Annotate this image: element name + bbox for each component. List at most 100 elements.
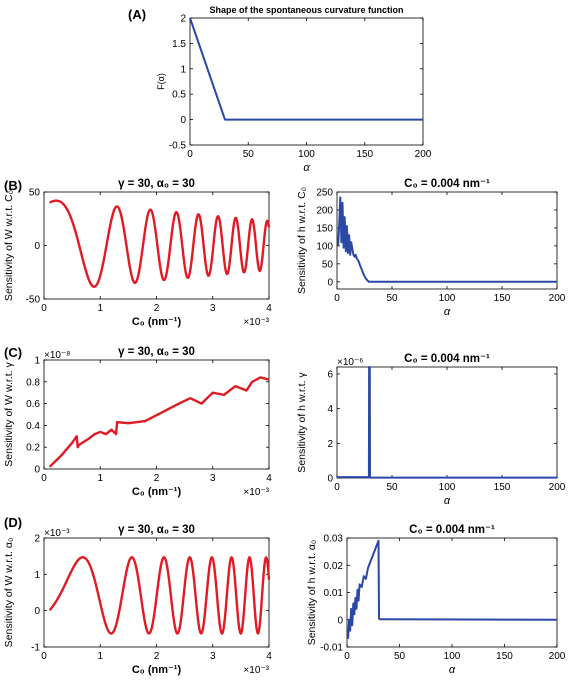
chart-c1: 0 1 2 3 4 0 0.2 0.4 0.6 0.8 1 γ = 30, α₀ = 30 C₀ (nm…: [3, 346, 272, 498]
y-tick-label: 0.01: [324, 588, 344, 599]
y-tick-label: 6: [327, 369, 333, 380]
x-tick-label: 3: [210, 303, 216, 314]
panel-label-b: (B): [4, 178, 22, 193]
x-tick-label: 100: [439, 482, 456, 493]
y-axis-label: Sensitivity of W w.r.t. γ: [3, 362, 15, 467]
y-tick-label: -1: [31, 643, 40, 654]
y-tick-label: 0.02: [324, 561, 344, 572]
series-line-red: [48, 376, 270, 468]
x-multiplier: ×10⁻³: [243, 487, 269, 498]
x-axis-label: α: [303, 162, 310, 174]
x-axis-label: α: [444, 306, 451, 318]
x-tick-label: 3: [210, 651, 216, 662]
y-tick-label: 150: [316, 223, 333, 234]
y-tick-label: 0.6: [26, 399, 40, 410]
chart-title: γ = 30, α₀ = 30: [118, 178, 195, 190]
x-tick-label: 2: [154, 303, 160, 314]
y-multiplier: ×10⁻⁸: [44, 350, 70, 361]
y-axis-label: Sensitivity of W w.r.t. C₀: [3, 190, 15, 301]
chart-title: C₀ = 0.004 nm⁻¹: [404, 353, 490, 365]
y-axis-label: Sensitivity of h w.r.t. α₀: [306, 540, 318, 646]
x-tick-label: 50: [386, 482, 398, 493]
x-tick-label: 200: [549, 651, 566, 662]
y-tick-label: 200: [316, 205, 333, 216]
series-line-blue: [337, 196, 557, 283]
x-tick-label: 0: [41, 651, 47, 662]
y-tick-label: -50: [26, 295, 41, 306]
x-tick-label: 2: [154, 473, 160, 484]
y-tick-label: 1: [34, 356, 40, 367]
y-tick-label: 0.2: [26, 443, 40, 454]
y-axis-label: Sensitivity of W w.r.t. α₀: [3, 538, 15, 648]
x-tick-label: 4: [266, 303, 272, 314]
x-tick-label: 50: [394, 651, 406, 662]
y-multiplier: ×10⁻⁶: [337, 357, 363, 368]
x-tick-label: 1: [97, 651, 103, 662]
series-line-blue: [337, 366, 557, 479]
x-multiplier: ×10⁻³: [243, 665, 269, 676]
y-tick-label: 2: [34, 534, 40, 545]
x-tick-label: 200: [549, 293, 566, 304]
series-line-red: [48, 556, 271, 635]
panel-label-d: (D): [4, 515, 22, 530]
x-tick-label: 150: [494, 482, 511, 493]
series-line-red: [49, 199, 271, 288]
x-tick-label: 100: [439, 293, 456, 304]
y-tick-label: 4: [327, 404, 333, 415]
y-tick-label: 0: [337, 615, 343, 626]
x-tick-label: 1: [97, 473, 103, 484]
panel-label-c: (C): [4, 345, 22, 360]
y-tick-label: 2: [327, 439, 333, 450]
y-tick-label: 0.03: [324, 534, 344, 545]
x-multiplier: ×10⁻³: [243, 317, 269, 328]
axes-frame: [336, 191, 558, 290]
chart-title: C₀ = 0.004 nm⁻¹: [409, 524, 495, 536]
chart-c2: 0 50 100 150 200 0 2 4 6 C₀ = 0.004 nm⁻¹ α Sensitiv…: [296, 353, 566, 507]
chart-b2: 0 50 100 150 200 0 50 100 150 200 250 C₀ = 0.004 nm…: [296, 178, 566, 318]
chart-title: Shape of the spontaneous curvature funct…: [209, 5, 403, 15]
x-tick-label: 4: [266, 651, 272, 662]
y-tick-label: 50: [29, 188, 41, 199]
x-tick-label: 2: [154, 651, 160, 662]
chart-title: C₀ = 0.004 nm⁻¹: [404, 178, 490, 190]
x-tick-label: 0: [334, 482, 340, 493]
x-axis-label: α: [449, 664, 456, 676]
x-axis-label: C₀ (nm⁻¹): [132, 486, 182, 498]
y-tick-label: 0.5: [172, 90, 186, 101]
y-tick-label: -0.5: [169, 141, 187, 152]
chart-title: γ = 30, α₀ = 30: [118, 346, 195, 358]
x-tick-label: 200: [549, 482, 566, 493]
y-tick-label: 0: [34, 241, 40, 252]
y-tick-label: -0.01: [320, 643, 343, 654]
x-tick-label: 50: [386, 293, 398, 304]
y-tick-label: 1: [34, 570, 40, 581]
y-tick-label: 0.4: [26, 421, 40, 432]
series-line-blue: [189, 17, 423, 121]
y-tick-label: 0: [180, 115, 186, 126]
x-axis-label: C₀ (nm⁻¹): [132, 664, 182, 676]
x-tick-label: 0: [344, 651, 350, 662]
x-axis-label: α: [444, 495, 451, 507]
axes-frame: [189, 17, 424, 146]
x-axis-label: C₀ (nm⁻¹): [132, 316, 182, 328]
y-axis-label: F(α): [156, 73, 166, 90]
y-axis-label: Sensitivity of h w.r.t. C₀: [296, 187, 308, 294]
panel-label-a: (A): [128, 7, 146, 22]
y-axis-label: Sensitivity of h w.r.t. γ: [296, 372, 308, 473]
x-tick-label: 0: [41, 473, 47, 484]
x-tick-label: 1: [97, 303, 103, 314]
x-tick-label: 200: [415, 149, 432, 160]
y-tick-label: 1: [180, 64, 186, 75]
x-tick-label: 4: [266, 473, 272, 484]
y-tick-label: 0: [327, 277, 333, 288]
y-tick-label: 50: [322, 259, 334, 270]
y-tick-label: 1.5: [172, 39, 186, 50]
y-tick-label: 0: [327, 474, 333, 485]
chart-title: γ = 30, α₀ = 30: [118, 524, 195, 536]
x-tick-label: 150: [356, 149, 373, 160]
